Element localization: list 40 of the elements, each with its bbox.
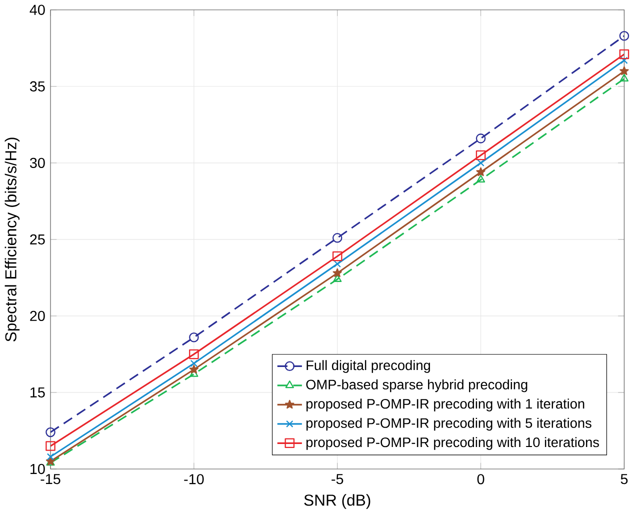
y-tick-label: 20 <box>30 311 45 322</box>
point <box>332 268 342 278</box>
point <box>332 252 342 262</box>
point <box>620 66 629 76</box>
point <box>620 56 628 64</box>
point <box>189 332 199 342</box>
legend-label: proposed P-OMP-IR precoding with 5 iterations <box>306 418 592 431</box>
point <box>619 50 630 60</box>
legend-label: proposed P-OMP-IR precoding with 1 iteration <box>306 398 584 412</box>
point <box>477 159 484 167</box>
y-tick-label: 30 <box>30 158 45 168</box>
point <box>189 364 199 374</box>
y-tick-label: 15 <box>30 388 45 398</box>
point <box>476 134 486 144</box>
y-tick-label: 10 <box>30 464 45 474</box>
point <box>476 167 486 176</box>
point <box>332 233 342 243</box>
y-tick-label: 25 <box>30 234 45 245</box>
x-tick-label: -15 <box>40 474 60 484</box>
point <box>619 31 630 41</box>
x-tick-label: -10 <box>184 474 204 484</box>
point <box>190 360 198 368</box>
y-tick-label: 40 <box>30 4 45 16</box>
legend-label: proposed P-OMP-IR precoding with 10 iterations <box>306 437 599 450</box>
x-axis-title: SNR (dB) <box>304 494 370 510</box>
point <box>476 175 486 183</box>
point <box>189 349 199 360</box>
point <box>334 260 341 268</box>
legend-label: OMP-based sparse hybrid precoding <box>306 380 528 392</box>
x-tick-label: -5 <box>332 474 344 484</box>
y-tick-label: 35 <box>30 81 45 92</box>
point <box>620 74 629 82</box>
point <box>46 453 54 461</box>
x-tick-label: 0 <box>477 474 484 484</box>
point <box>476 150 486 160</box>
y-axis-title: Spectral Efficiency (bits/s/Hz) <box>4 138 20 342</box>
point <box>46 441 56 452</box>
legend-label: Full digital precoding <box>306 360 430 374</box>
point <box>46 428 56 438</box>
x-tick-label: 5 <box>620 474 628 484</box>
